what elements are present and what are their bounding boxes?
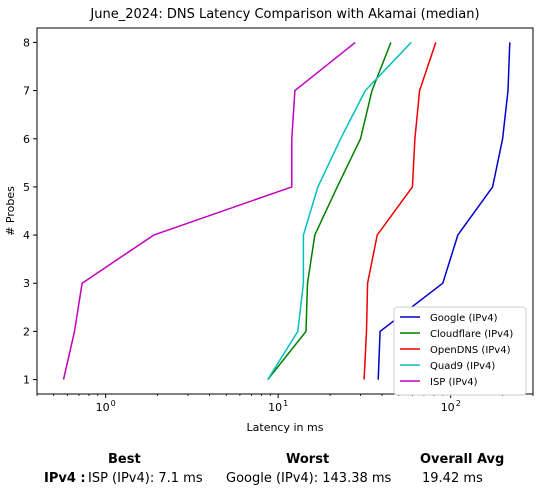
legend-label: Quad9 (IPv4) (430, 361, 495, 372)
legend-box (393, 306, 527, 396)
y-tick-label: 6 (23, 133, 30, 146)
y-tick-label: 7 (23, 85, 30, 98)
series-line-quad9-ipv4 (267, 41, 412, 380)
chart-title: June_2024: DNS Latency Comparison with A… (89, 7, 479, 22)
y-tick-label: 2 (23, 325, 30, 338)
overall-avg-header: Overall Avg (420, 452, 505, 467)
x-tick-label: 10 (96, 401, 110, 414)
x-tick-exponent: 2 (456, 399, 461, 408)
overall-avg-value: 19.42 ms (422, 471, 483, 486)
x-tick-label: 10 (268, 401, 282, 414)
legend-label: ISP (IPv4) (430, 377, 478, 388)
x-tick-exponent: 1 (283, 399, 288, 408)
legend-label: Google (IPv4) (430, 313, 498, 324)
series-layer (62, 41, 511, 381)
ipv4-row-label: IPv4 : (44, 471, 86, 486)
x-tick-label: 10 (441, 401, 455, 414)
series-line-google-ipv4 (377, 42, 511, 380)
legend-label: OpenDNS (IPv4) (430, 345, 511, 356)
series-line-opendns-ipv4 (363, 42, 437, 380)
y-tick-label: 5 (23, 181, 30, 194)
y-tick-label: 4 (23, 229, 30, 242)
plot-frame (36, 27, 534, 395)
y-tick-label: 1 (23, 374, 30, 387)
best-header: Best (108, 452, 141, 467)
y-axis-label: # Probes (4, 186, 17, 236)
legend: Google (IPv4) Cloudflare (IPv4) OpenDNS (I… (393, 306, 527, 396)
worst-header: Worst (286, 452, 330, 467)
x-tick-exponent: 0 (111, 399, 116, 408)
y-tick-label: 8 (23, 36, 30, 49)
x-axis-label: Latency in ms (247, 421, 324, 434)
y-tick-label: 3 (23, 277, 30, 290)
legend-label: Cloudflare (IPv4) (430, 329, 513, 340)
worst-value: Google (IPv4): 143.38 ms (226, 471, 392, 486)
series-line-cloudflare-ipv4 (267, 42, 392, 381)
best-value: ISP (IPv4): 7.1 ms (88, 471, 203, 486)
series-line-isp-ipv4 (62, 41, 356, 380)
latency-chart: June_2024: DNS Latency Comparison with A… (4, 7, 534, 434)
